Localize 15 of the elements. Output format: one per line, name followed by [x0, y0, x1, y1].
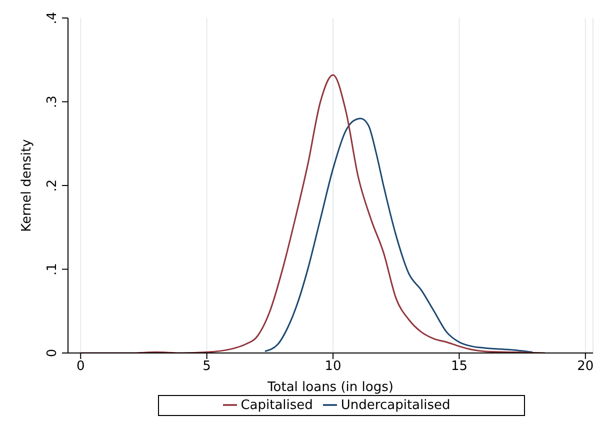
legend-label: Capitalised	[240, 398, 313, 413]
line-series	[264, 118, 534, 353]
x-tick-label: 20	[577, 359, 594, 374]
y-tick-label: .1	[45, 263, 60, 276]
y-tick-label: 0	[45, 348, 60, 358]
y-axis-title: Kernel density	[20, 138, 35, 232]
legend-label: Undercapitalised	[340, 398, 450, 413]
x-tick-label: 10	[324, 359, 342, 374]
y-tick-label: .4	[45, 12, 60, 24]
x-tick-label: 0	[76, 359, 85, 374]
x-tick-label: 15	[450, 359, 468, 374]
x-tick-label: 5	[202, 359, 211, 374]
y-tick-label: .3	[45, 96, 60, 108]
y-tick-label: .2	[45, 179, 60, 192]
x-axis-title: Total loans (in logs)	[266, 380, 394, 395]
